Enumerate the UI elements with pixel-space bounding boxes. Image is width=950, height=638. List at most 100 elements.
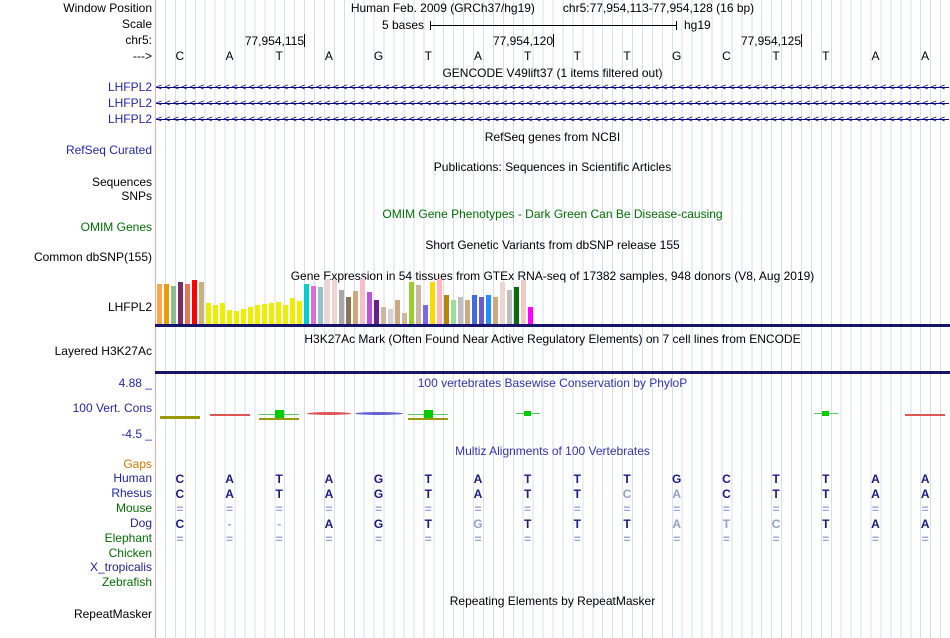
alignment-cell: = xyxy=(474,502,482,516)
alignment-cell: G xyxy=(373,487,384,501)
alignment-cell: A xyxy=(871,472,880,486)
alignment-cell: = xyxy=(226,502,234,516)
phylop-max-value: 4.88 _ xyxy=(118,376,152,390)
sequence-base: G xyxy=(672,49,682,63)
gtex-expression-bar xyxy=(255,305,260,324)
publications-track-title[interactable]: Publications: Sequences in Scientific Ar… xyxy=(433,160,672,174)
gencode-track-title[interactable]: GENCODE V49lift37 (1 items filtered out) xyxy=(442,66,663,80)
gtex-expression-bar xyxy=(374,300,379,324)
alignment-cell: = xyxy=(325,502,333,516)
scale-bases-text: 5 bases xyxy=(381,18,424,32)
phylop-mark xyxy=(259,418,300,420)
alignment-cell: = xyxy=(573,532,581,546)
gtex-expression-bar xyxy=(283,305,288,324)
gtex-expression-bar xyxy=(269,303,274,324)
phylop-track-title[interactable]: 100 vertebrates Basewise Conservation by… xyxy=(417,376,688,390)
alignment-cell: = xyxy=(474,532,482,546)
alignment-cell: = xyxy=(772,532,780,546)
gtex-expression-bar xyxy=(339,290,344,324)
alignment-cell: = xyxy=(822,532,830,546)
gene-label[interactable]: LHFPL2 xyxy=(107,80,152,94)
gene-label[interactable]: LHFPL2 xyxy=(107,112,152,126)
species-label[interactable]: Rhesus xyxy=(111,486,152,500)
alignment-cell: G xyxy=(473,517,483,531)
gtex-expression-bar xyxy=(311,286,316,324)
gtex-expression-bar xyxy=(353,291,358,324)
alignment-cell: = xyxy=(176,532,184,546)
gtex-expression-bar xyxy=(360,279,365,324)
alignment-cell: = xyxy=(275,502,283,516)
snps-label[interactable]: SNPs xyxy=(121,189,152,203)
gtex-expression-bar xyxy=(500,282,505,324)
gtex-expression-bar xyxy=(178,282,183,324)
gtex-expression-bar xyxy=(262,304,267,324)
gtex-expression-bar xyxy=(395,300,400,324)
phylop-mark xyxy=(274,410,284,418)
species-label[interactable]: Elephant xyxy=(104,531,152,545)
sequence-base: A xyxy=(871,49,880,63)
phylop-mark xyxy=(408,418,449,420)
alignment-cell: A xyxy=(920,517,930,531)
gtex-expression-bar xyxy=(437,279,442,324)
alignment-cell: = xyxy=(524,502,532,516)
scale-ruler-tick-right xyxy=(676,21,677,30)
gtex-gene-label[interactable]: LHFPL2 xyxy=(107,300,152,314)
alignment-cell: = xyxy=(673,502,681,516)
alignment-cell: A xyxy=(672,517,682,531)
dbsnp-track-title[interactable]: Short Genetic Variants from dbSNP releas… xyxy=(425,238,680,252)
alignment-cell: A xyxy=(324,517,334,531)
refseq-track-title[interactable]: RefSeq genes from NCBI xyxy=(484,130,621,144)
gtex-expression-bar xyxy=(206,303,211,324)
species-label[interactable]: Dog xyxy=(129,516,152,530)
species-label[interactable]: Zebrafish xyxy=(101,575,152,589)
alignment-cell: C xyxy=(722,472,731,486)
alignment-cell: A xyxy=(324,472,334,486)
alignment-cell: T xyxy=(623,472,631,486)
alignment-cell: = xyxy=(573,502,581,516)
species-label[interactable]: Chicken xyxy=(108,546,152,560)
alignment-cell: = xyxy=(176,502,184,516)
gtex-expression-bar xyxy=(444,295,449,324)
alignment-cell: T xyxy=(523,517,532,531)
phylop-mark xyxy=(209,414,250,416)
gtex-expression-bar xyxy=(479,297,484,324)
repeatmasker-label[interactable]: RepeatMasker xyxy=(73,607,152,621)
layered-h3k27ac-label[interactable]: Layered H3K27Ac xyxy=(54,344,152,358)
gtex-expression-bar xyxy=(430,282,435,324)
common-dbsnp-label[interactable]: Common dbSNP(155) xyxy=(33,250,152,264)
species-label[interactable]: Human xyxy=(113,471,152,485)
alignment-cell: A xyxy=(871,517,880,531)
alignment-cell: T xyxy=(772,472,780,486)
transcript-arrow-line: <<<<<<<<<<<<<<<<<<<<<<<<<<<<<<<<<<<<<<<<… xyxy=(156,97,949,110)
vert-cons-label[interactable]: 100 Vert. Cons xyxy=(72,401,152,415)
alignment-cell: = xyxy=(623,502,631,516)
h3k27ac-baseline xyxy=(155,371,950,374)
omim-genes-label[interactable]: OMIM Genes xyxy=(80,220,152,234)
gtex-expression-bar xyxy=(458,297,463,324)
sequence-base: A xyxy=(921,49,930,63)
alignment-cell: = xyxy=(871,502,879,516)
gtex-track-title[interactable]: Gene Expression in 54 tissues from GTEx … xyxy=(290,269,815,283)
transcript-arrow-line: <<<<<<<<<<<<<<<<<<<<<<<<<<<<<<<<<<<<<<<<… xyxy=(156,81,949,94)
multiz-track-title[interactable]: Multiz Alignments of 100 Vertebrates xyxy=(455,444,650,458)
species-label[interactable]: Mouse xyxy=(115,501,152,515)
gtex-expression-bar xyxy=(514,287,519,324)
omim-track-title[interactable]: OMIM Gene Phenotypes - Dark Green Can Be… xyxy=(382,207,723,221)
sequences-label[interactable]: Sequences xyxy=(91,175,152,189)
gtex-expression-bar xyxy=(297,301,302,324)
refseq-curated-label[interactable]: RefSeq Curated xyxy=(65,143,152,157)
alignment-cell: A xyxy=(871,487,880,501)
gtex-expression-bar xyxy=(276,302,281,324)
alignment-cell: C xyxy=(622,487,632,501)
species-label[interactable]: X_tropicalis xyxy=(89,560,152,574)
species-label[interactable]: Gaps xyxy=(123,457,152,471)
h3k27ac-track-title[interactable]: H3K27Ac Mark (Often Found Near Active Re… xyxy=(304,332,801,346)
repeatmasker-track-title[interactable]: Repeating Elements by RepeatMasker xyxy=(449,594,656,608)
gtex-expression-bar xyxy=(409,282,414,324)
phylop-mark xyxy=(822,411,830,416)
sequence-base: A xyxy=(324,49,333,63)
scale-label: Scale xyxy=(121,17,152,31)
gene-label[interactable]: LHFPL2 xyxy=(107,96,152,110)
alignment-cell: = xyxy=(325,532,333,546)
